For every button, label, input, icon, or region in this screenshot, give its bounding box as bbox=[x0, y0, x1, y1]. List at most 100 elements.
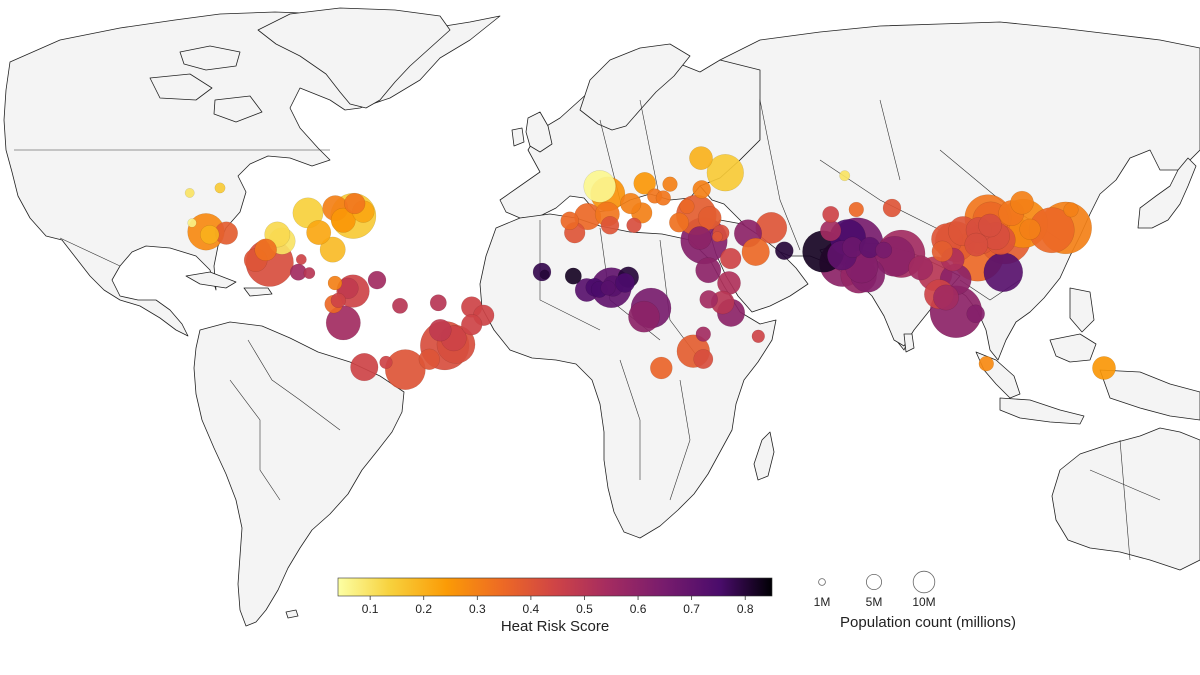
city-marker bbox=[615, 272, 635, 293]
size-legend: 1M 5M 10M Population count (millions) bbox=[814, 570, 1016, 631]
city-marker bbox=[820, 219, 842, 242]
city-marker bbox=[184, 187, 195, 198]
city-marker bbox=[699, 290, 718, 309]
city-marker bbox=[379, 355, 393, 370]
city-marker bbox=[1019, 218, 1041, 240]
british-isles-landmass bbox=[511, 111, 553, 153]
city-marker bbox=[306, 220, 332, 245]
scandinavia-landmass bbox=[579, 43, 691, 131]
city-marker bbox=[983, 252, 1024, 292]
city-markers bbox=[184, 146, 1116, 390]
australia-landmass bbox=[1051, 427, 1200, 571]
city-marker bbox=[966, 304, 985, 324]
colorbar-legend: 0.1 0.2 0.3 0.4 0.5 0.6 0.7 0.8 Heat Risk Score bbox=[337, 577, 773, 635]
city-marker bbox=[706, 154, 744, 192]
city-marker bbox=[741, 237, 770, 266]
caribbean-islands bbox=[185, 271, 273, 297]
city-marker bbox=[344, 192, 366, 215]
size-legend-entries: 1M 5M 10M bbox=[814, 570, 936, 609]
city-marker bbox=[679, 198, 695, 215]
size-legend-circle bbox=[866, 574, 883, 591]
city-marker bbox=[560, 211, 579, 231]
city-marker bbox=[539, 269, 550, 280]
city-marker bbox=[330, 292, 346, 309]
city-marker bbox=[384, 349, 426, 390]
colorbar-tick-label: 0.6 bbox=[630, 602, 647, 616]
city-marker bbox=[327, 275, 343, 291]
greenland-landmass bbox=[257, 7, 451, 109]
colorbar-tick-label: 0.3 bbox=[469, 602, 486, 616]
colorbar-tick-label: 0.1 bbox=[362, 602, 379, 616]
city-marker bbox=[692, 180, 711, 199]
city-marker bbox=[564, 267, 582, 285]
city-marker bbox=[695, 326, 711, 342]
city-marker bbox=[751, 329, 765, 343]
city-marker bbox=[633, 172, 656, 195]
city-marker bbox=[418, 348, 440, 370]
city-marker bbox=[187, 218, 197, 228]
city-marker bbox=[303, 267, 316, 280]
city-marker bbox=[319, 236, 346, 263]
city-marker bbox=[429, 294, 447, 312]
city-marker bbox=[720, 247, 742, 270]
city-marker bbox=[295, 254, 307, 265]
city-marker bbox=[626, 217, 642, 233]
size-legend-circle bbox=[912, 570, 936, 594]
city-marker bbox=[1010, 190, 1034, 215]
falkland-islands bbox=[285, 609, 299, 619]
sri-lanka-landmass bbox=[903, 333, 915, 353]
colorbar-ticks: 0.1 0.2 0.3 0.4 0.5 0.6 0.7 0.8 bbox=[362, 596, 754, 616]
colorbar-title: Heat Risk Score bbox=[501, 618, 609, 635]
asia-landmass bbox=[699, 21, 1200, 361]
city-marker bbox=[822, 205, 840, 223]
city-marker bbox=[1092, 356, 1116, 380]
size-legend-label: 5M bbox=[866, 595, 883, 609]
arctic-islands bbox=[149, 45, 263, 123]
city-marker bbox=[775, 241, 794, 260]
country-borders bbox=[14, 99, 1161, 561]
city-marker bbox=[620, 192, 642, 215]
size-legend-label: 10M bbox=[912, 595, 935, 609]
city-marker bbox=[392, 297, 408, 314]
land-masses bbox=[3, 7, 1200, 627]
city-marker bbox=[669, 212, 689, 233]
size-legend-title: Population count (millions) bbox=[840, 614, 1016, 631]
city-marker bbox=[583, 170, 616, 203]
city-marker bbox=[848, 201, 864, 218]
city-marker bbox=[697, 206, 722, 230]
southeast-asia-islands bbox=[975, 287, 1200, 425]
city-marker bbox=[655, 190, 671, 206]
city-marker bbox=[429, 318, 452, 342]
colorbar-tick-label: 0.5 bbox=[576, 602, 593, 616]
city-marker bbox=[933, 284, 959, 311]
north-america-landmass bbox=[3, 11, 501, 337]
city-marker bbox=[367, 270, 387, 290]
colorbar-tick-label: 0.7 bbox=[683, 602, 700, 616]
city-marker bbox=[839, 170, 851, 182]
city-marker bbox=[600, 216, 620, 235]
city-marker bbox=[711, 231, 723, 243]
city-marker bbox=[964, 232, 989, 257]
city-marker bbox=[695, 257, 722, 284]
city-marker bbox=[908, 255, 934, 281]
city-marker bbox=[662, 176, 678, 192]
city-marker bbox=[931, 240, 953, 262]
city-marker bbox=[687, 226, 712, 250]
city-marker bbox=[461, 314, 483, 336]
city-marker bbox=[978, 356, 994, 372]
colorbar-tick-label: 0.2 bbox=[415, 602, 432, 616]
city-marker bbox=[882, 198, 902, 218]
madagascar-landmass bbox=[753, 431, 775, 481]
colorbar-tick-label: 0.4 bbox=[523, 602, 540, 616]
city-marker bbox=[693, 349, 714, 370]
colorbar-gradient bbox=[337, 577, 773, 597]
city-marker bbox=[600, 280, 616, 296]
japan-landmass bbox=[1137, 157, 1197, 229]
colorbar-tick-label: 0.8 bbox=[737, 602, 754, 616]
city-marker bbox=[214, 182, 226, 194]
city-marker bbox=[1063, 202, 1079, 218]
size-legend-label: 1M bbox=[814, 595, 831, 609]
city-marker bbox=[689, 146, 713, 170]
city-marker bbox=[200, 225, 220, 245]
